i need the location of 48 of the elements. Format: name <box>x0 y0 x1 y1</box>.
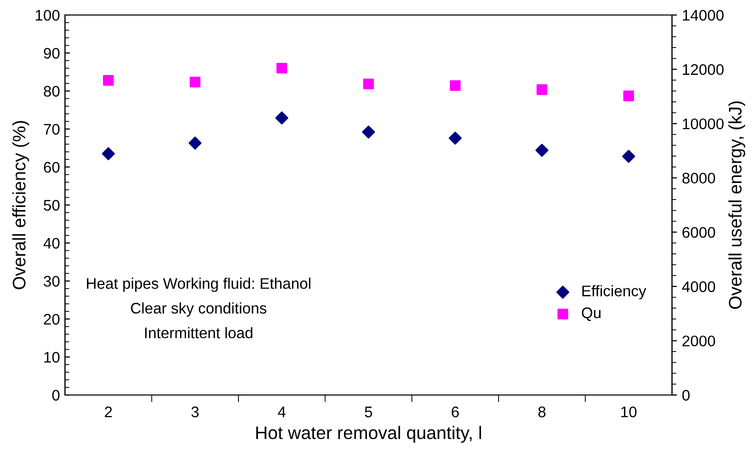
y2-tick-label: 2000 <box>682 336 716 346</box>
y2-tick-label: 14000 <box>682 10 724 21</box>
x-tick-label: 8 <box>538 406 546 418</box>
y-tick-label: 40 <box>44 238 60 249</box>
y2-tick-label: 10000 <box>682 118 724 130</box>
point <box>622 150 636 163</box>
point <box>535 144 548 157</box>
point <box>103 75 114 86</box>
y-tick-label: 50 <box>44 200 60 211</box>
y-tick-label: 30 <box>44 276 60 287</box>
y2-axis-title: Overall useful energy, (kJ) <box>728 101 746 309</box>
point <box>448 132 462 145</box>
y-tick-label: 0 <box>52 390 60 401</box>
y-tick-label: 10 <box>44 352 60 363</box>
point <box>363 78 374 90</box>
y2-tick-label: 8000 <box>682 172 716 184</box>
y-axis-title: Overall efficiency (%) <box>12 120 30 290</box>
x-axis-title: Hot water removal quantity, l <box>256 426 482 443</box>
point <box>276 62 288 74</box>
point <box>362 126 376 139</box>
point <box>623 90 634 102</box>
x-tick-label: 4 <box>278 406 286 418</box>
y2-tick-label: 12000 <box>682 64 724 75</box>
y-tick-label: 20 <box>44 314 60 325</box>
y-tick-label: 70 <box>44 124 60 135</box>
point <box>102 147 115 160</box>
x-tick-label: 3 <box>191 406 199 418</box>
point <box>275 111 288 124</box>
annotation: Clear sky conditions <box>130 302 266 317</box>
point <box>450 80 461 91</box>
x-tick-label: 5 <box>364 406 372 418</box>
y-tick-label: 90 <box>44 48 60 59</box>
annotation: Heat pipes Working fluid: Ethanol <box>86 278 310 292</box>
y2-tick-label: 0 <box>682 390 690 401</box>
y2-tick-label: 6000 <box>682 227 716 238</box>
point <box>190 76 200 88</box>
x-tick-label: 6 <box>452 406 459 418</box>
y-tick-label: 60 <box>44 162 60 173</box>
legend-label: Efficiency <box>582 285 646 300</box>
y2-tick-label: 4000 <box>682 281 716 292</box>
y-tick-label: 80 <box>44 86 60 97</box>
x-tick-label: 10 <box>621 406 637 418</box>
annotation: Intermittent load <box>145 327 252 338</box>
y-tick-label: 100 <box>36 10 60 21</box>
legend-label: Qu <box>582 307 601 321</box>
point <box>188 136 202 150</box>
x-tick-label: 2 <box>104 406 112 418</box>
point <box>536 84 548 95</box>
